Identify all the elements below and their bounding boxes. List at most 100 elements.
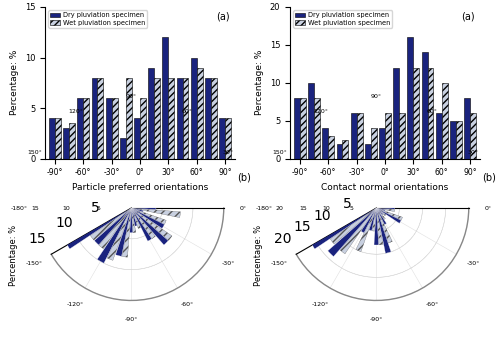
Bar [148, 68, 154, 159]
Bar [322, 128, 328, 159]
Bar [132, 208, 143, 212]
Bar [182, 78, 188, 159]
Bar [122, 188, 132, 208]
Bar [464, 98, 470, 159]
Bar [132, 201, 168, 208]
Bar [196, 68, 202, 159]
Bar [352, 193, 376, 208]
Bar [372, 208, 376, 231]
Bar [328, 136, 334, 159]
Bar [112, 98, 117, 159]
Bar [119, 204, 132, 208]
Bar [92, 78, 98, 159]
Bar [191, 58, 196, 159]
Bar [336, 144, 342, 159]
Bar [376, 203, 404, 208]
Bar [442, 83, 448, 159]
Bar [63, 128, 69, 159]
Bar [77, 208, 132, 226]
Bar [385, 113, 391, 159]
Bar [211, 78, 217, 159]
Bar [78, 98, 84, 159]
Bar [98, 188, 132, 208]
Bar [376, 162, 413, 208]
Bar [132, 171, 168, 208]
Bar [96, 192, 132, 208]
Bar [106, 98, 112, 159]
Bar [108, 177, 132, 208]
Bar [376, 165, 396, 208]
Bar [376, 183, 392, 208]
Bar [367, 205, 376, 208]
Bar [374, 171, 378, 208]
Bar [122, 208, 132, 257]
Bar [365, 144, 371, 159]
Bar [90, 176, 132, 208]
Bar [132, 159, 141, 208]
Bar [120, 138, 126, 159]
Bar [176, 78, 182, 159]
Bar [140, 98, 146, 159]
Bar [132, 208, 168, 245]
Bar [310, 208, 376, 249]
Bar [132, 176, 172, 208]
Bar [49, 118, 55, 159]
Bar [132, 208, 180, 218]
Text: Percentage: %: Percentage: % [9, 225, 18, 286]
Bar [168, 78, 174, 159]
Bar [362, 163, 376, 208]
Bar [132, 208, 172, 240]
Bar [132, 208, 156, 239]
Bar [132, 208, 166, 224]
Bar [376, 208, 391, 253]
Bar [132, 167, 198, 208]
Bar [132, 208, 140, 228]
Bar [379, 128, 385, 159]
Bar [356, 208, 376, 252]
Bar [116, 208, 132, 256]
Bar [376, 208, 386, 211]
Bar [340, 208, 376, 254]
Bar [55, 118, 61, 159]
X-axis label: Contact normal orientations: Contact normal orientations [322, 183, 448, 192]
Bar [94, 208, 132, 245]
Bar [376, 208, 383, 245]
Text: Percentage: %: Percentage: % [254, 225, 263, 286]
Bar [65, 208, 132, 249]
Bar [367, 200, 376, 208]
Bar [366, 191, 376, 208]
Bar [132, 156, 156, 208]
Bar [358, 205, 376, 208]
Bar [376, 208, 386, 216]
Bar [130, 184, 133, 208]
Bar [94, 171, 132, 208]
Bar [360, 173, 376, 208]
Bar [314, 98, 320, 159]
Bar [376, 167, 442, 208]
Bar [126, 190, 132, 208]
Bar [132, 208, 137, 226]
Bar [134, 118, 140, 159]
Bar [111, 175, 132, 208]
Bar [132, 208, 152, 241]
Legend: Dry pluviation specimen, Wet pluviation specimen: Dry pluviation specimen, Wet pluviation … [48, 10, 148, 28]
Bar [368, 197, 376, 208]
Bar [376, 208, 394, 211]
Bar [414, 68, 420, 159]
Legend: Dry pluviation specimen, Wet pluviation specimen: Dry pluviation specimen, Wet pluviation … [294, 10, 392, 28]
Bar [99, 208, 132, 249]
Bar [219, 118, 225, 159]
Bar [69, 123, 75, 159]
Bar [376, 208, 392, 243]
Bar [408, 37, 414, 159]
Bar [348, 208, 376, 213]
Bar [106, 206, 132, 209]
Bar [300, 98, 306, 159]
Bar [84, 208, 132, 229]
Bar [90, 208, 132, 240]
Y-axis label: Percentage: %: Percentage: % [255, 50, 264, 116]
Bar [350, 196, 376, 208]
Bar [376, 208, 386, 219]
Text: (a): (a) [460, 11, 474, 21]
Bar [132, 208, 164, 228]
